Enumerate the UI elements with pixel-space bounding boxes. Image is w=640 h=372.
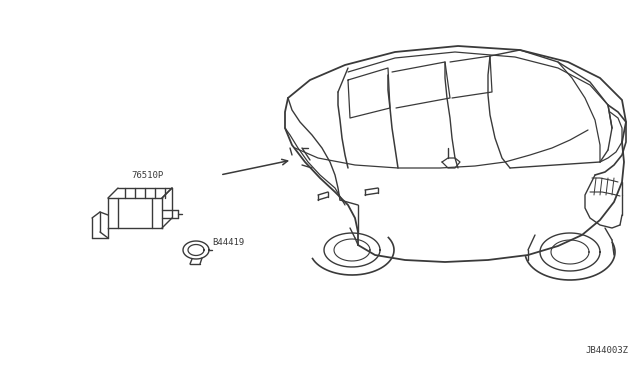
Text: 76510P: 76510P — [132, 171, 164, 180]
Text: B44419: B44419 — [212, 237, 244, 247]
Text: JB44003Z: JB44003Z — [585, 346, 628, 355]
